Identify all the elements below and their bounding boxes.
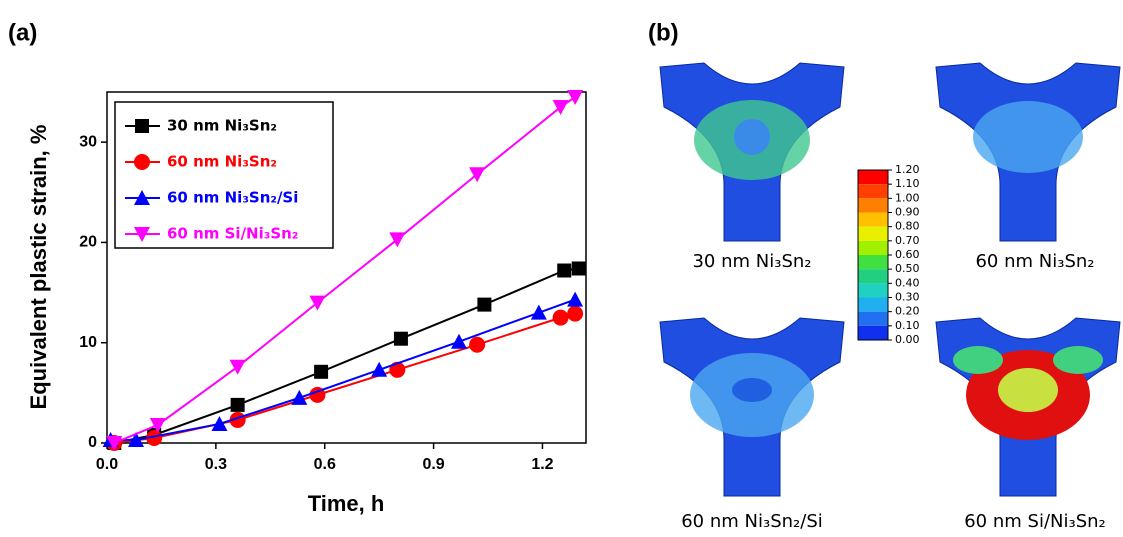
series-line bbox=[113, 96, 576, 444]
colorbar-label: 0.30 bbox=[895, 291, 920, 304]
colorbar: 1.201.101.00 0.900.800.700.600.500.40 0.30… bbox=[857, 163, 920, 346]
panel-caption: 60 nm Si/Ni₃Sn₂ bbox=[964, 511, 1106, 532]
panel-caption: 60 nm Ni₃Sn₂/Si bbox=[681, 511, 823, 532]
marker bbox=[571, 261, 586, 276]
y-tick-label: 30 bbox=[79, 133, 97, 150]
colorbar-swatch bbox=[858, 269, 888, 284]
colorbar-swatch bbox=[858, 297, 888, 312]
colorbar-label: 1.00 bbox=[895, 191, 920, 204]
colorbar-swatch bbox=[858, 325, 888, 340]
panel-caption: 30 nm Ni₃Sn₂ bbox=[692, 251, 811, 272]
legend-label: 60 nm Si/Ni₃Sn₂ bbox=[167, 225, 298, 243]
marker bbox=[149, 417, 166, 433]
x-axis-title: Time, h bbox=[308, 491, 385, 516]
y-tick-label: 10 bbox=[79, 334, 97, 351]
marker bbox=[469, 336, 486, 353]
colorbar-swatch bbox=[858, 311, 888, 326]
x-tick-label: 0.0 bbox=[96, 456, 118, 473]
y-tick-label: 0 bbox=[88, 434, 97, 451]
colorbar-label: 0.90 bbox=[895, 206, 920, 219]
colorbar-label: 0.80 bbox=[895, 220, 920, 233]
legend-marker bbox=[135, 119, 149, 133]
marker bbox=[371, 361, 388, 377]
y-axis-title: Equivalent plastic strain, % bbox=[26, 125, 51, 410]
marker bbox=[477, 297, 492, 312]
colorbar-label: 0.70 bbox=[895, 234, 920, 247]
marker bbox=[567, 90, 584, 106]
marker bbox=[557, 263, 572, 278]
marker bbox=[567, 291, 584, 307]
marker bbox=[552, 309, 569, 326]
colorbar-swatch bbox=[858, 226, 888, 241]
legend-marker bbox=[134, 190, 150, 205]
marker bbox=[389, 232, 406, 248]
legend-label: 60 nm Ni₃Sn₂/Si bbox=[167, 189, 298, 207]
marker bbox=[393, 331, 408, 346]
x-tick-label: 0.3 bbox=[205, 456, 227, 473]
series-line bbox=[110, 298, 576, 441]
colorbar-label: 0.50 bbox=[895, 262, 920, 275]
colorbar-label: 1.20 bbox=[895, 163, 920, 176]
strain-map bbox=[935, 317, 1121, 497]
colorbar-swatch bbox=[858, 184, 888, 199]
marker bbox=[230, 397, 245, 412]
marker bbox=[291, 389, 308, 405]
colorbar-swatch bbox=[858, 198, 888, 213]
colorbar-swatch bbox=[858, 283, 888, 298]
y-tick-label: 20 bbox=[79, 234, 97, 251]
colorbar-swatch bbox=[858, 255, 888, 270]
marker bbox=[146, 429, 163, 446]
x-tick-label: 0.9 bbox=[422, 456, 444, 473]
marker bbox=[530, 304, 547, 320]
plot-frame bbox=[106, 91, 587, 444]
colorbar-label: 0.40 bbox=[895, 276, 920, 289]
strain-map bbox=[659, 62, 845, 242]
panel-caption: 60 nm Ni₃Sn₂ bbox=[975, 251, 1094, 272]
strain-map bbox=[935, 62, 1121, 242]
legend-label: 60 nm Ni₃Sn₂ bbox=[167, 153, 277, 171]
series-line bbox=[114, 267, 579, 444]
colorbar-label: 1.10 bbox=[895, 177, 920, 190]
marker bbox=[106, 436, 123, 451]
panel-label: (b) bbox=[648, 19, 679, 46]
x-tick-label: 1.2 bbox=[531, 456, 553, 473]
strain-map bbox=[659, 317, 845, 497]
marker bbox=[229, 359, 246, 375]
legend-marker bbox=[134, 227, 150, 242]
legend-marker bbox=[134, 154, 150, 170]
x-tick-label: 0.6 bbox=[314, 456, 336, 473]
colorbar-swatch bbox=[858, 170, 888, 185]
marker bbox=[128, 431, 145, 447]
marker bbox=[567, 305, 584, 322]
marker bbox=[450, 333, 467, 349]
series-line bbox=[114, 312, 576, 444]
marker bbox=[211, 415, 228, 431]
colorbar-label: 0.20 bbox=[895, 305, 920, 318]
marker bbox=[309, 295, 326, 311]
colorbar-label: 0.60 bbox=[895, 248, 920, 261]
colorbar-swatch bbox=[858, 212, 888, 227]
colorbar-frame bbox=[857, 169, 889, 341]
colorbar-swatch bbox=[858, 240, 888, 255]
legend-frame bbox=[114, 101, 334, 249]
colorbar-label: 0.10 bbox=[895, 319, 920, 332]
marker bbox=[469, 167, 486, 183]
marker bbox=[552, 100, 569, 116]
legend-label: 30 nm Ni₃Sn₂ bbox=[167, 117, 277, 135]
panel-label: (a) bbox=[8, 19, 37, 46]
colorbar-label: 0.00 bbox=[895, 333, 920, 346]
marker bbox=[314, 364, 329, 379]
